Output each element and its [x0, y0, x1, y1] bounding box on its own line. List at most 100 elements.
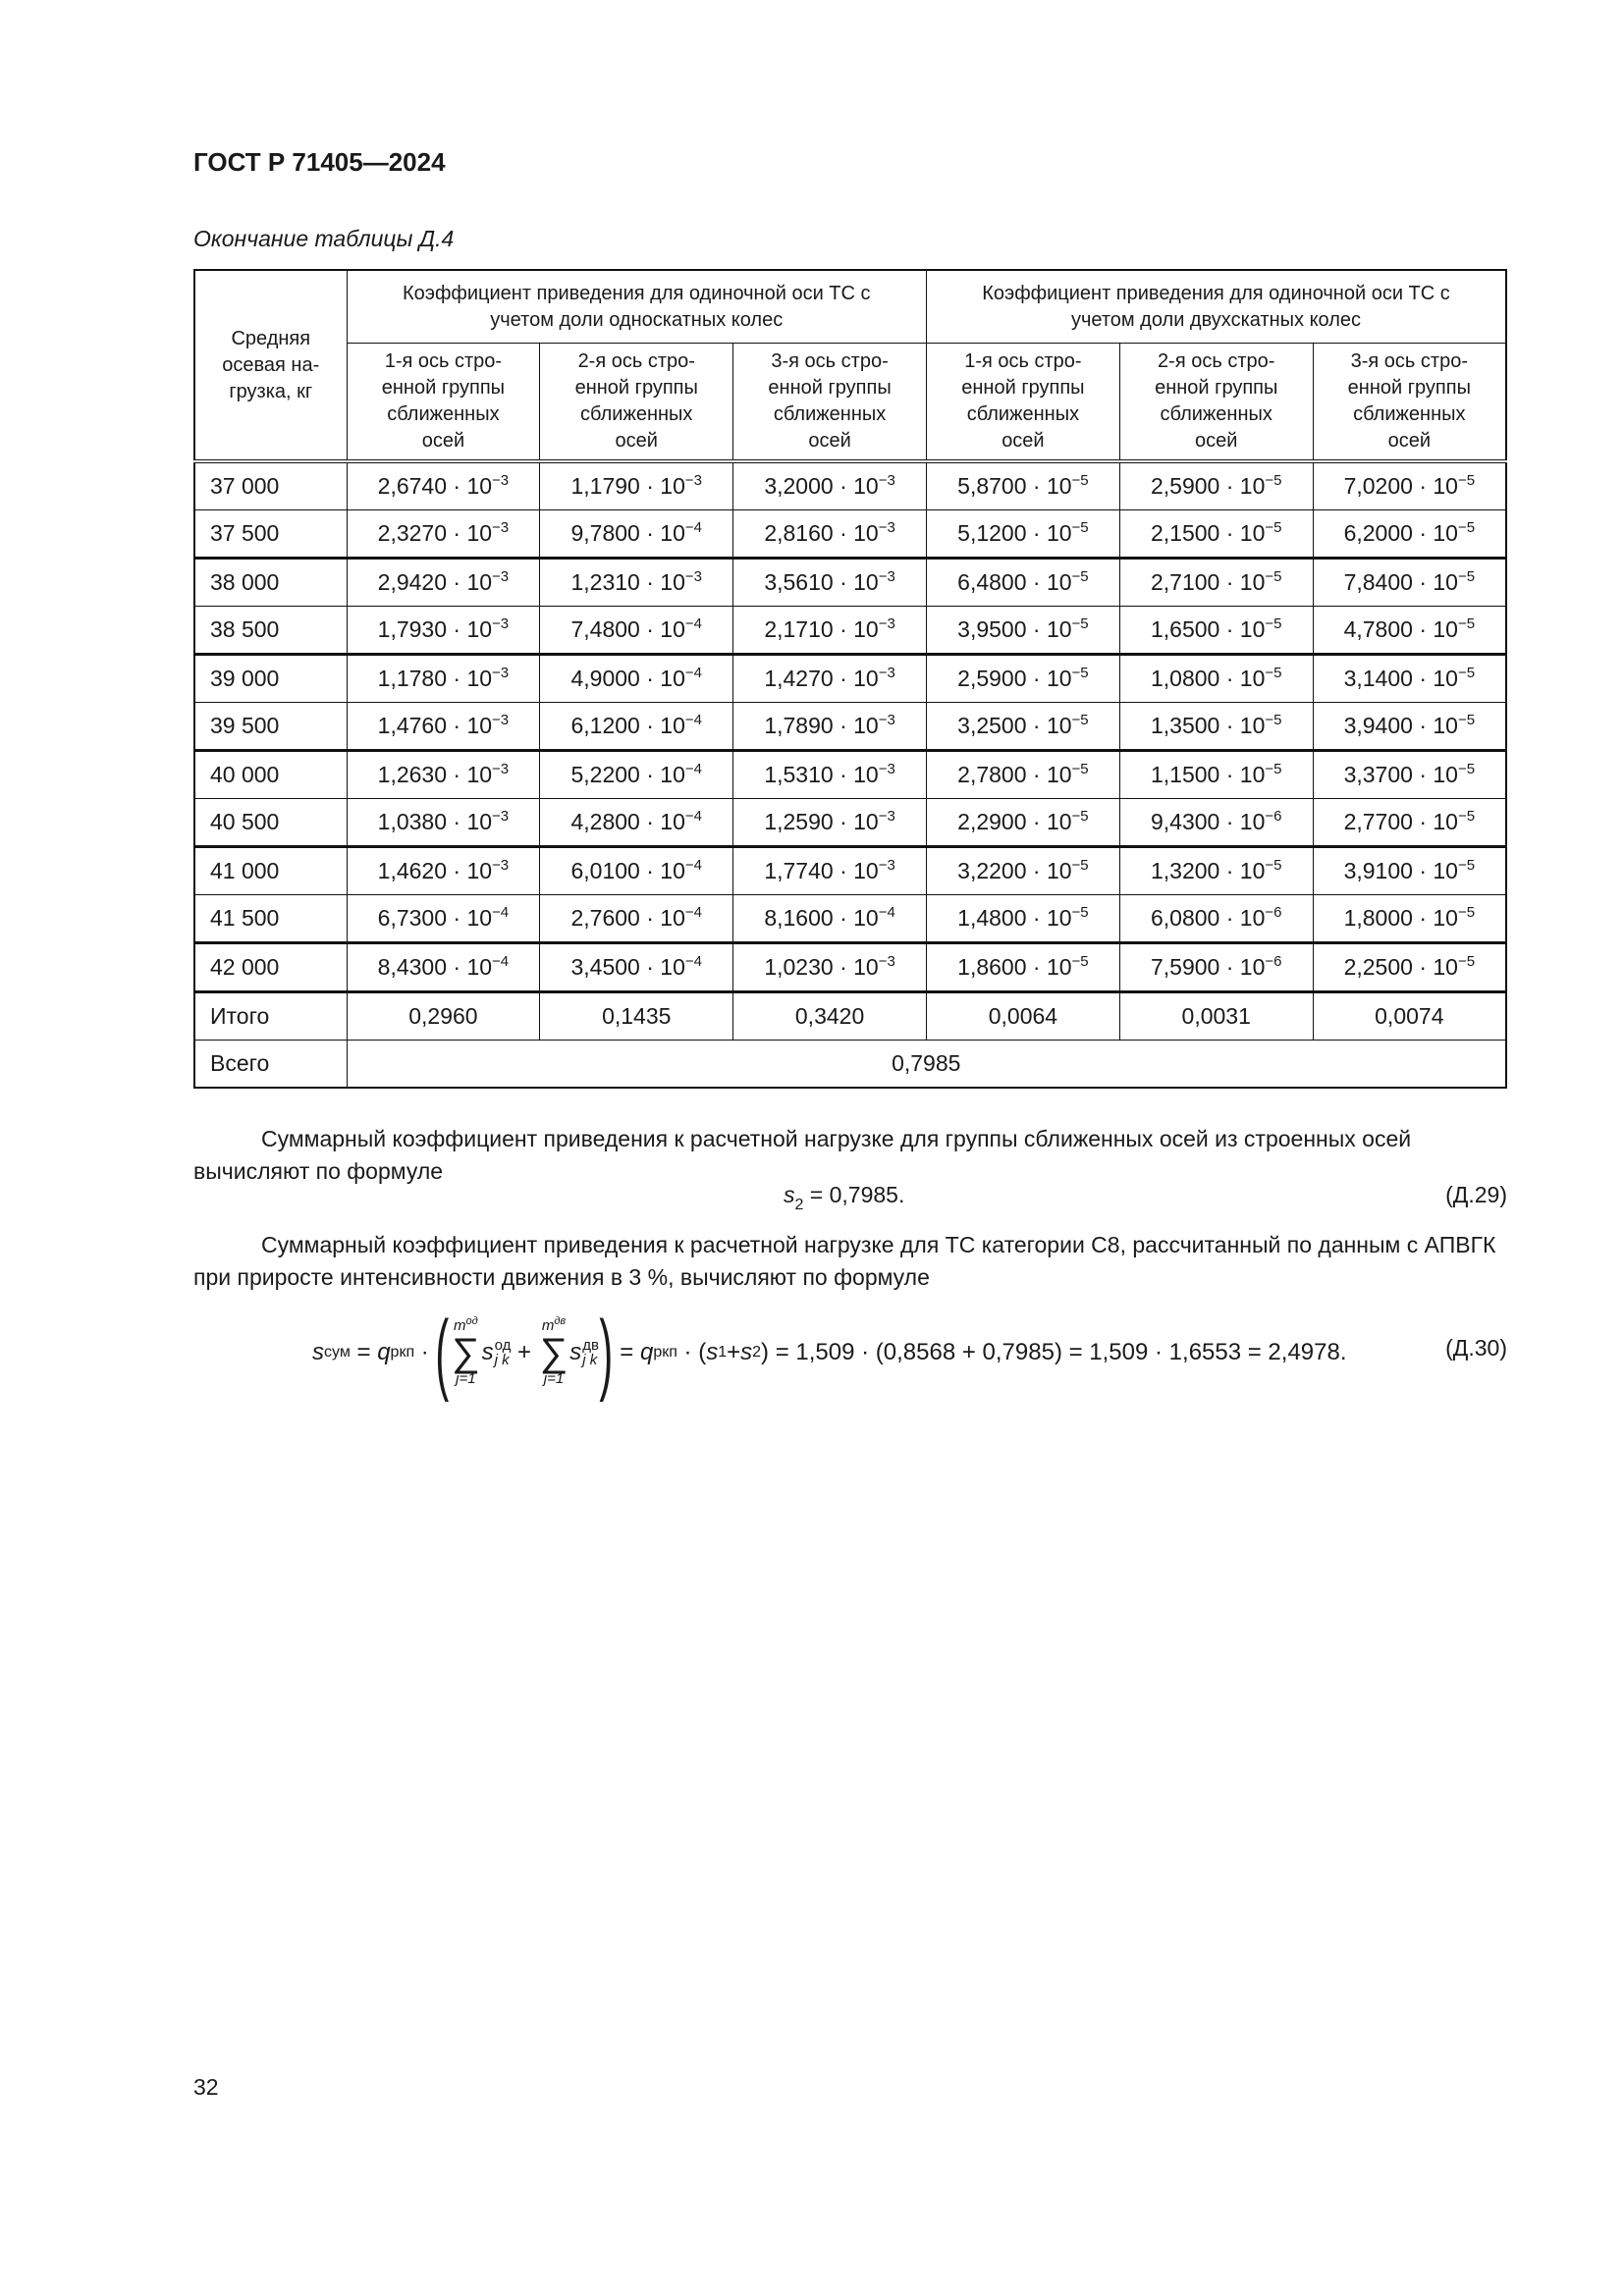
table-row: 37 000 2,6740 · 10−3 1,1790 · 10−3 3,2000 ·…	[193, 460, 1507, 510]
coefficient-cell: 3,2200 · 10−5	[925, 846, 1120, 895]
coefficient-cell: 1,7890 · 10−3	[732, 702, 927, 751]
coefficient-cell: 2,7100 · 10−5	[1118, 558, 1314, 607]
coefficient-cell: 3,2000 · 10−3	[732, 460, 927, 510]
load-cell: 39 000	[193, 654, 348, 703]
coefficient-cell: 3,5610 · 10−3	[732, 558, 927, 607]
coefficient-cell: 5,1200 · 10−5	[925, 509, 1120, 559]
coefficient-cell: 6,0100 · 10−4	[539, 846, 734, 895]
coefficient-cell: 2,9420 · 10−3	[346, 558, 541, 607]
sub-header: 1-я ось стро-енной группы сближенных осе…	[925, 343, 1120, 463]
coefficient-cell: 3,4500 · 10−4	[539, 942, 734, 992]
table-row: 40 500 1,0380 · 10−3 4,2800 · 10−4 1,2590 ·…	[193, 798, 1507, 847]
coefficient-cell: 1,7740 · 10−3	[732, 846, 927, 895]
subtotal-value: 0,1435	[539, 991, 734, 1041]
total-row: Всего 0,7985	[193, 1040, 1507, 1089]
coefficient-cell: 2,7600 · 10−4	[539, 894, 734, 943]
coefficient-cell: 1,3500 · 10−5	[1118, 702, 1314, 751]
coefficient-cell: 6,1200 · 10−4	[539, 702, 734, 751]
coefficient-cell: 1,2310 · 10−3	[539, 558, 734, 607]
coefficient-cell: 2,7700 · 10−5	[1312, 798, 1507, 847]
load-cell: 40 000	[193, 750, 348, 799]
coefficient-cell: 1,8600 · 10−5	[925, 942, 1120, 992]
coefficient-cell: 6,7300 · 10−4	[346, 894, 541, 943]
table-row: 42 000 8,4300 · 10−4 3,4500 · 10−4 1,0230 ·…	[193, 942, 1507, 992]
total-label: Всего	[193, 1040, 348, 1089]
coefficient-cell: 1,8000 · 10−5	[1312, 894, 1507, 943]
table-row: 37 500 2,3270 · 10−3 9,7800 · 10−4 2,8160 ·…	[193, 509, 1507, 559]
coefficient-cell: 9,4300 · 10−6	[1118, 798, 1314, 847]
sub-header: 3-я ось стро-енной группы сближенных осе…	[1312, 343, 1507, 463]
coefficient-cell: 3,9400 · 10−5	[1312, 702, 1507, 751]
formula-d29: s2 = 0,7985.	[784, 1182, 905, 1213]
subtotal-row: Итого 0,2960 0,1435 0,3420 0,0064 0,0031 0,007…	[193, 991, 1507, 1041]
coefficient-cell: 2,7800 · 10−5	[925, 750, 1120, 799]
coefficient-cell: 1,0230 · 10−3	[732, 942, 927, 992]
table-row: 38 500 1,7930 · 10−3 7,4800 · 10−4 2,1710 ·…	[193, 606, 1507, 655]
coefficient-cell: 5,2200 · 10−4	[539, 750, 734, 799]
document-header: ГОСТ Р 71405—2024	[193, 147, 446, 177]
coefficient-cell: 8,1600 · 10−4	[732, 894, 927, 943]
table-row: 39 000 1,1780 · 10−3 4,9000 · 10−4 1,4270 ·…	[193, 654, 1507, 703]
coefficient-cell: 4,2800 · 10−4	[539, 798, 734, 847]
total-value: 0,7985	[346, 1040, 1507, 1089]
coefficient-cell: 7,4800 · 10−4	[539, 606, 734, 655]
coefficient-cell: 4,7800 · 10−5	[1312, 606, 1507, 655]
coefficient-cell: 1,4800 · 10−5	[925, 894, 1120, 943]
coefficients-table: Средняя осевая на-грузка, кг Коэффициент…	[193, 269, 1507, 1089]
paragraph-1: Суммарный коэффициент приведения к расче…	[193, 1126, 1412, 1184]
coefficient-cell: 2,5900 · 10−5	[925, 654, 1120, 703]
table-caption: Окончание таблицы Д.4	[193, 226, 455, 251]
formula-d30-number: (Д.30)	[1445, 1335, 1507, 1361]
sub-header: 2-я ось стро-енной группы сближенных осе…	[1118, 343, 1314, 463]
coefficient-cell: 2,1710 · 10−3	[732, 606, 927, 655]
coefficient-cell: 7,8400 · 10−5	[1312, 558, 1507, 607]
load-cell: 41 000	[193, 846, 348, 895]
coefficient-cell: 1,2630 · 10−3	[346, 750, 541, 799]
table-row: 41 500 6,7300 · 10−4 2,7600 · 10−4 8,1600 ·…	[193, 894, 1507, 943]
load-cell: 37 000	[193, 460, 348, 510]
coefficient-cell: 6,4800 · 10−5	[925, 558, 1120, 607]
paragraph-2: Суммарный коэффициент приведения к расче…	[193, 1232, 1496, 1290]
group-header-dual: Коэффициент приведения для одиночной оси…	[925, 269, 1507, 344]
coefficient-cell: 1,6500 · 10−5	[1118, 606, 1314, 655]
formula-d30: s сум = q ркп · ( mод ∑ j=1 s од j k + mдв ∑ j=1…	[312, 1302, 1347, 1403]
load-cell: 37 500	[193, 509, 348, 559]
coefficient-cell: 8,4300 · 10−4	[346, 942, 541, 992]
coefficient-cell: 1,5310 · 10−3	[732, 750, 927, 799]
coefficient-cell: 6,0800 · 10−6	[1118, 894, 1314, 943]
load-cell: 41 500	[193, 894, 348, 943]
coefficient-cell: 2,2500 · 10−5	[1312, 942, 1507, 992]
coefficient-cell: 1,1790 · 10−3	[539, 460, 734, 510]
coefficient-cell: 3,9100 · 10−5	[1312, 846, 1507, 895]
coefficient-cell: 3,9500 · 10−5	[925, 606, 1120, 655]
coefficient-cell: 6,2000 · 10−5	[1312, 509, 1507, 559]
coefficient-cell: 1,4620 · 10−3	[346, 846, 541, 895]
subtotal-label: Итого	[193, 991, 348, 1041]
coefficient-cell: 2,2900 · 10−5	[925, 798, 1120, 847]
load-cell: 42 000	[193, 942, 348, 992]
subtotal-value: 0,3420	[732, 991, 927, 1041]
subtotal-value: 0,2960	[346, 991, 541, 1041]
formula-d29-number: (Д.29)	[1445, 1182, 1507, 1207]
coefficient-cell: 1,4270 · 10−3	[732, 654, 927, 703]
coefficient-cell: 1,0800 · 10−5	[1118, 654, 1314, 703]
coefficient-cell: 1,4760 · 10−3	[346, 702, 541, 751]
sum-single: mод ∑ j=1	[452, 1314, 480, 1387]
sub-header: 1-я ось стро-енной группы сближенных осе…	[346, 343, 541, 463]
coefficient-cell: 2,6740 · 10−3	[346, 460, 541, 510]
coefficient-cell: 1,1780 · 10−3	[346, 654, 541, 703]
coefficient-cell: 2,1500 · 10−5	[1118, 509, 1314, 559]
subtotal-value: 0,0031	[1118, 991, 1314, 1041]
coefficient-cell: 1,1500 · 10−5	[1118, 750, 1314, 799]
coefficient-cell: 7,5900 · 10−6	[1118, 942, 1314, 992]
coefficient-cell: 3,2500 · 10−5	[925, 702, 1120, 751]
load-cell: 40 500	[193, 798, 348, 847]
coefficient-cell: 3,3700 · 10−5	[1312, 750, 1507, 799]
coefficient-cell: 7,0200 · 10−5	[1312, 460, 1507, 510]
coefficient-cell: 5,8700 · 10−5	[925, 460, 1120, 510]
subtotal-value: 0,0064	[925, 991, 1120, 1041]
table-row: 38 000 2,9420 · 10−3 1,2310 · 10−3 3,5610 ·…	[193, 558, 1507, 607]
coefficient-cell: 4,9000 · 10−4	[539, 654, 734, 703]
coefficient-cell: 1,3200 · 10−5	[1118, 846, 1314, 895]
table-row: 40 000 1,2630 · 10−3 5,2200 · 10−4 1,5310 ·…	[193, 750, 1507, 799]
